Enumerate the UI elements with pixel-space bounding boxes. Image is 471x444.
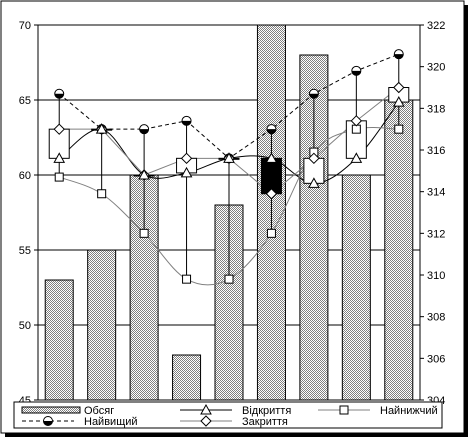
right-tick-label: 318: [427, 103, 445, 115]
low-marker: [97, 189, 107, 199]
close-marker: [265, 188, 278, 200]
low-marker: [224, 274, 234, 284]
legend-marker-low: [339, 405, 349, 415]
right-tick-label: 316: [427, 145, 445, 157]
low-marker: [266, 228, 276, 238]
volume-bar: [87, 249, 117, 401]
right-tick-label: 310: [427, 270, 445, 282]
legend-label: Закриття: [242, 416, 288, 428]
open-marker: [350, 152, 363, 163]
volume-bars: [44, 24, 414, 401]
left-tick-label: 65: [19, 95, 31, 107]
high-marker: [139, 124, 150, 135]
high-marker: [54, 88, 65, 99]
frame-shadow-right: [464, 5, 468, 436]
right-tick-label: 320: [427, 62, 445, 74]
volume-bar: [44, 279, 74, 401]
high-marker: [266, 124, 277, 135]
legend: Обсяг Відкриття Найнижчий Найвищий Закриття: [13, 401, 443, 429]
close-marker: [350, 115, 363, 127]
right-tick-label: 314: [427, 187, 445, 199]
low-marker: [182, 274, 192, 284]
left-tick-label: 50: [19, 320, 31, 332]
legend-marker-high: [43, 416, 53, 426]
right-tick-label: 312: [427, 228, 445, 240]
right-tick-label: 308: [427, 312, 445, 324]
frame-shadow-bottom: [5, 433, 468, 437]
legend-label: Найвищий: [84, 416, 138, 428]
low-marker: [394, 124, 404, 134]
high-marker: [351, 65, 362, 76]
legend-box: [13, 401, 443, 429]
high-marker: [308, 88, 319, 99]
volume-bar: [129, 174, 159, 401]
open-marker: [265, 152, 278, 163]
open-marker: [308, 177, 320, 188]
left-tick-label: 70: [19, 20, 31, 32]
volume-bar: [172, 354, 202, 401]
low-marker: [54, 172, 64, 182]
close-marker: [180, 152, 193, 165]
high-marker: [181, 115, 192, 126]
legend-label: Найнижчий: [380, 405, 438, 417]
open-marker: [180, 166, 193, 178]
low-marker: [139, 228, 149, 238]
volume-bar: [341, 174, 371, 401]
close-marker: [393, 81, 405, 94]
close-marker: [53, 123, 65, 135]
high-marker: [393, 49, 404, 60]
legend-swatch-volume: [21, 406, 81, 414]
legend-marker-close: [200, 415, 212, 427]
open-marker: [95, 123, 108, 134]
legend-marker-open: [200, 403, 212, 415]
series-markers: [53, 49, 405, 284]
open-marker: [392, 96, 405, 107]
open-marker: [223, 152, 235, 163]
right-tick-label: 322: [427, 20, 445, 32]
left-tick-label: 60: [19, 170, 31, 182]
close-marker: [308, 152, 320, 165]
open-marker: [138, 168, 150, 180]
open-marker: [53, 152, 66, 163]
candles: [48, 54, 410, 280]
legend-label: Відкриття: [242, 405, 291, 417]
left-tick-label: 55: [19, 245, 31, 257]
legend-label: Обсяг: [84, 405, 114, 417]
volume-bar: [384, 99, 414, 401]
right-tick-label: 306: [427, 353, 445, 365]
